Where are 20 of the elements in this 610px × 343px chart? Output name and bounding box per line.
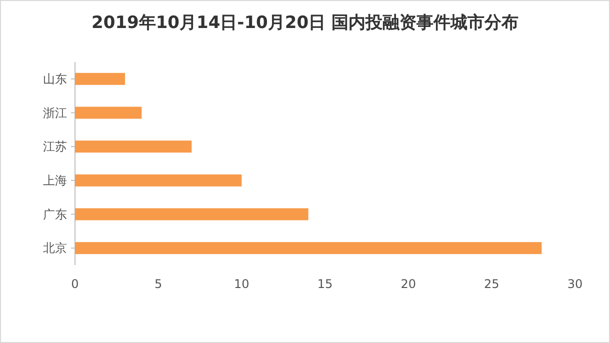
- x-tick-label: 15: [317, 277, 333, 291]
- x-tick-label: 5: [154, 277, 162, 291]
- x-tick-label: 30: [567, 277, 583, 291]
- y-tick-label: 江苏: [43, 140, 67, 154]
- bar: [75, 208, 308, 220]
- bar: [75, 72, 125, 85]
- y-tick-label: 北京: [43, 241, 67, 256]
- x-tick-label: 10: [234, 277, 250, 291]
- y-tick-label: 浙江: [43, 106, 67, 120]
- x-tick-label: 20: [400, 277, 416, 291]
- y-tick-label: 上海: [43, 173, 67, 188]
- y-tick-label: 山东: [43, 72, 67, 86]
- bar: [75, 174, 242, 186]
- chart-title: 2019年10月14日-10月20日 国内投融资事件城市分布: [92, 13, 518, 33]
- x-tick-label: 25: [484, 277, 500, 291]
- x-tick-label: 0: [71, 277, 79, 291]
- bar: [75, 140, 192, 153]
- y-tick-label: 广东: [43, 207, 67, 222]
- bar: [75, 106, 142, 119]
- bar: [75, 242, 542, 254]
